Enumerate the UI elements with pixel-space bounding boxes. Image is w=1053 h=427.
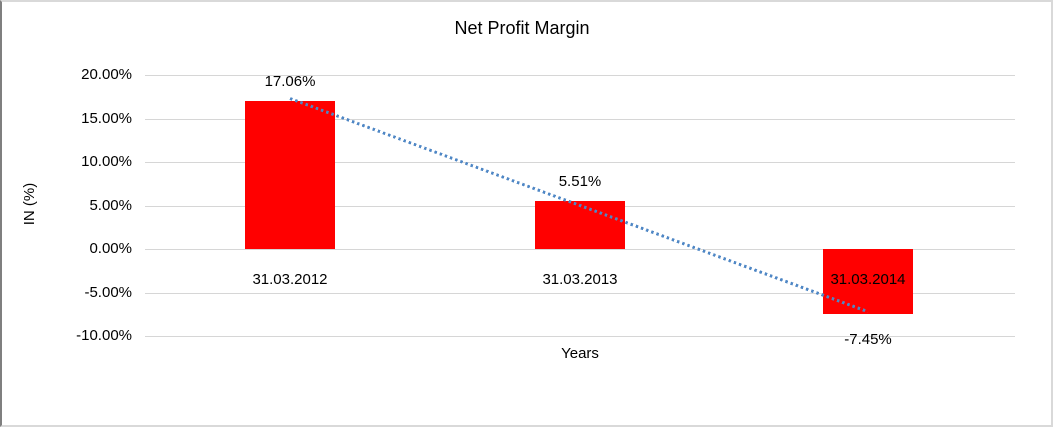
y-tick-label: 20.00% (81, 66, 132, 83)
category-label: 31.03.2013 (542, 271, 618, 288)
bar-value-label: 5.51% (558, 173, 602, 191)
bar (245, 100, 335, 249)
gridline (145, 249, 1015, 250)
bar-value-label: -7.45% (844, 330, 892, 348)
y-tick-label: 15.00% (81, 109, 132, 127)
gridline (145, 293, 1015, 294)
y-tick-label: -5.00% (84, 283, 132, 301)
bar-value-label: 17.06% (264, 72, 316, 90)
gridline (145, 119, 1015, 120)
gridline (145, 75, 1015, 76)
gridline (145, 336, 1015, 337)
bar (823, 249, 913, 314)
chart-title: Net Profit Margin (454, 18, 590, 38)
y-tick-label: 10.00% (81, 153, 132, 170)
x-axis-title: Years (561, 345, 599, 362)
y-tick-label: 5.00% (89, 196, 132, 214)
gridline (145, 162, 1015, 163)
y-tick-label: 0.00% (89, 240, 132, 257)
y-tick-label: -10.00% (76, 327, 132, 344)
bar (535, 201, 625, 249)
category-label: 31.03.2012 (252, 271, 328, 288)
category-label: 31.03.2014 (830, 271, 906, 288)
